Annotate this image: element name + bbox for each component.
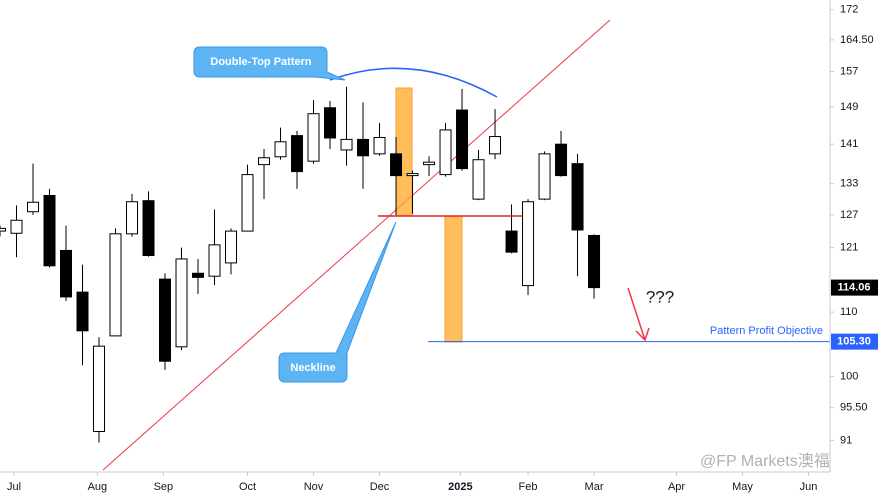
y-tick-label: 149 bbox=[840, 101, 858, 113]
candle-body bbox=[489, 136, 502, 155]
annotation: ??? bbox=[646, 287, 674, 306]
x-tick-label: Apr bbox=[668, 481, 685, 493]
candles bbox=[0, 86, 830, 443]
y-tick-label: 172 bbox=[840, 4, 858, 16]
candle-body bbox=[505, 230, 518, 253]
annotation: Neckline bbox=[290, 362, 335, 374]
candle-body bbox=[340, 138, 353, 151]
y-tick-label: 121 bbox=[840, 242, 858, 254]
callout bbox=[278, 221, 397, 383]
x-tick-label: Aug bbox=[88, 481, 108, 493]
candle-body bbox=[258, 157, 271, 166]
price-label: 114.06 bbox=[837, 282, 870, 294]
y-tick-label: 95.50 bbox=[840, 402, 868, 414]
candle-body bbox=[208, 244, 221, 277]
candle-body bbox=[10, 219, 23, 234]
candle-body bbox=[175, 258, 188, 348]
y-tick-label: 164.50 bbox=[840, 34, 874, 46]
x-tick-label: Jun bbox=[800, 481, 818, 493]
arrow bbox=[627, 287, 650, 342]
candle-body bbox=[291, 135, 304, 173]
candle-body bbox=[538, 153, 551, 200]
candle-body bbox=[406, 173, 419, 177]
x-tick-label: Mar bbox=[585, 481, 604, 493]
candle-body bbox=[60, 249, 73, 298]
candle-body bbox=[274, 141, 287, 158]
callout bbox=[193, 46, 346, 81]
candle-body bbox=[423, 161, 436, 166]
y-tick-label: 110 bbox=[840, 306, 858, 318]
candle-body bbox=[0, 227, 6, 232]
candle-body bbox=[324, 107, 337, 139]
candle-body bbox=[555, 143, 568, 177]
candle-body bbox=[126, 201, 139, 235]
x-tick-label: Dec bbox=[370, 481, 390, 493]
watermark: @FP Markets澳福 bbox=[700, 452, 830, 470]
y-tick-label: 91 bbox=[840, 434, 852, 446]
candle-body bbox=[43, 194, 56, 267]
candle-body bbox=[225, 230, 238, 264]
candle-body bbox=[390, 153, 403, 177]
projected-height bbox=[444, 215, 463, 343]
y-tick-label: 100 bbox=[840, 370, 858, 382]
price-box bbox=[831, 333, 878, 350]
candle-body bbox=[307, 113, 320, 162]
candle-body bbox=[472, 159, 485, 200]
y-tick-label: 127 bbox=[840, 209, 858, 221]
candle-body bbox=[159, 278, 172, 362]
x-tick-label: Nov bbox=[304, 481, 324, 493]
candle-body bbox=[109, 233, 122, 337]
y-tick-label: 133 bbox=[840, 178, 858, 190]
pattern-height bbox=[395, 87, 413, 217]
candle-body bbox=[456, 109, 469, 170]
x-tick-label: Jul bbox=[7, 481, 21, 493]
price-box bbox=[831, 279, 878, 296]
y-tick-label: 157 bbox=[840, 65, 858, 77]
candle-body bbox=[93, 345, 106, 433]
candle-body bbox=[142, 200, 155, 257]
annotation: Double-Top Pattern bbox=[210, 56, 312, 68]
candle-body bbox=[76, 291, 89, 332]
candle-body bbox=[588, 234, 601, 289]
candle-body bbox=[571, 163, 584, 231]
candle-body bbox=[241, 174, 254, 232]
top-arc bbox=[329, 67, 498, 98]
x-tick-label: Oct bbox=[239, 481, 256, 493]
candle-body bbox=[357, 138, 370, 157]
x-tick-label: Feb bbox=[519, 481, 538, 493]
y-tick-label: 141 bbox=[840, 138, 858, 150]
x-tick-label: 2025 bbox=[448, 481, 472, 493]
candle-body bbox=[439, 129, 452, 176]
candle-body bbox=[373, 136, 386, 155]
candle-body bbox=[192, 272, 205, 278]
x-tick-label: May bbox=[732, 481, 753, 493]
annotation: Pattern Profit Objective bbox=[710, 325, 823, 337]
candle-body bbox=[522, 201, 535, 287]
trend-line bbox=[102, 19, 611, 471]
price-label: 105.30 bbox=[837, 336, 871, 348]
x-tick-label: Sep bbox=[154, 481, 174, 493]
candle-body bbox=[27, 201, 40, 213]
